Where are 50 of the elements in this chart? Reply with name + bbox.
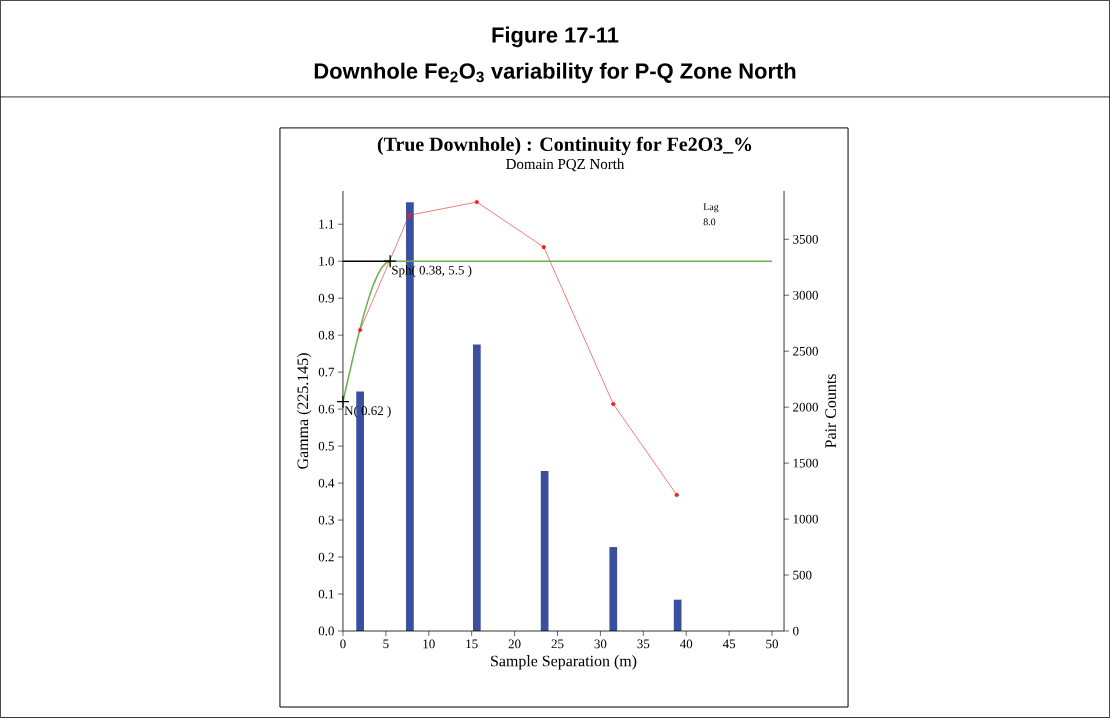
point <box>406 213 412 218</box>
y-tick-label: 0.8 <box>318 330 334 340</box>
x-tick-label: 50 <box>766 639 779 649</box>
y-tick-label: 1.1 <box>319 219 334 229</box>
y-tick-label: 0.4 <box>318 478 335 488</box>
point <box>358 327 363 333</box>
y-tick-label: 0.0 <box>318 626 334 636</box>
y2-axis-title: Pair Counts <box>825 374 837 448</box>
y-tick-label: 0.2 <box>318 552 334 562</box>
x-tick-label: 20 <box>508 639 521 649</box>
y2-tick-label: 2500 <box>793 346 818 356</box>
bar <box>673 599 682 632</box>
x-tick-label: 10 <box>423 639 435 649</box>
y2-tick-label: 1500 <box>793 458 818 468</box>
y2-tick-label: 1000 <box>793 514 818 524</box>
y-tick-label: 1.0 <box>319 256 334 266</box>
y2-tick-label: 2000 <box>793 402 818 412</box>
y-tick-label: 0.3 <box>318 515 334 525</box>
bar <box>472 344 481 632</box>
x-tick-label: 25 <box>551 639 564 649</box>
y2-tick-label: 3000 <box>793 290 818 300</box>
x-tick-label: 5 <box>383 639 389 649</box>
x-tick-label: 15 <box>466 639 478 649</box>
text: Downhole Fe$_{2}$O$_{3}$ variability for P-Q Zone North <box>314 62 796 84</box>
y2-tick-label: 0 <box>793 626 799 636</box>
x-tick-label: 40 <box>679 639 693 649</box>
x-axis-title: Sample Separation (m) <box>491 655 637 670</box>
point <box>541 245 546 250</box>
y-tick-label: 0.6 <box>318 404 335 414</box>
y-tick-label: 0.7 <box>318 367 335 377</box>
bar <box>540 470 549 632</box>
y-axis-title: Gamma (225.145) <box>296 353 312 469</box>
caption: Figure 17-11 <box>492 26 619 48</box>
point <box>674 492 679 498</box>
y-tick-label: 0.9 <box>318 293 334 303</box>
bar <box>609 547 618 632</box>
chart-title: (True Downhole) : Continuity for Fe2O3_% <box>377 136 752 156</box>
point <box>474 199 479 205</box>
point <box>611 401 616 407</box>
x-tick-label: 30 <box>594 639 607 649</box>
y2-tick-label: 3500 <box>793 234 818 244</box>
y-tick-label: 0.5 <box>318 441 334 451</box>
x-tick-label: 35 <box>637 639 650 649</box>
x-tick-label: 45 <box>722 639 736 649</box>
y-tick-label: 0.1 <box>318 589 334 599</box>
chart-subtitle: Domain PQZ North <box>506 158 625 172</box>
y2-tick-label: 500 <box>793 570 812 580</box>
x-tick-label: 0 <box>340 639 346 649</box>
annotation: 8.0 <box>703 218 716 226</box>
annotation: Lag <box>703 203 719 213</box>
